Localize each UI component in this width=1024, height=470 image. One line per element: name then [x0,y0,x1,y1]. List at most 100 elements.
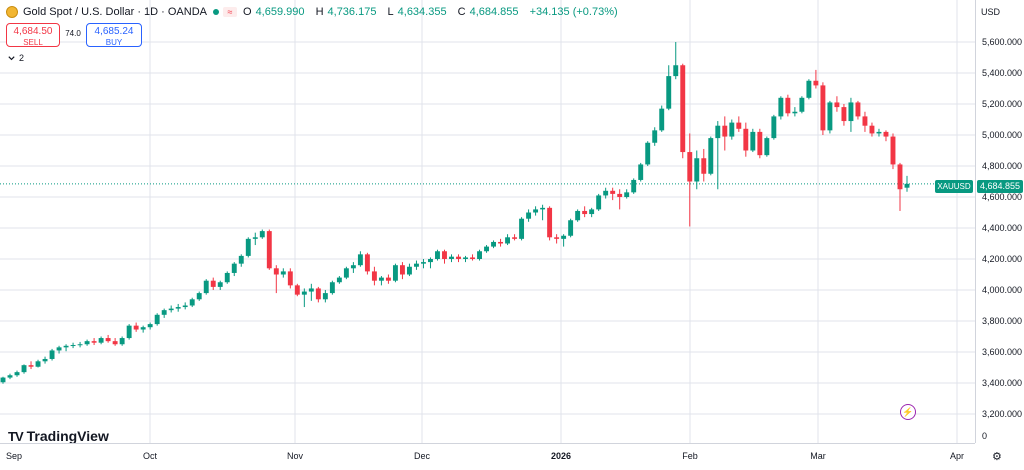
candle-body-up [421,262,426,264]
candle-body-down [294,285,300,295]
candle-body-down [610,190,616,194]
candle-body-up [322,293,328,300]
candle [112,338,118,346]
chart-area[interactable]: Gold Spot / U.S. Dollar · 1D · OANDA ≈ O… [0,0,975,443]
price-label: 4,200.000 [982,254,1023,264]
sell-button[interactable]: 4,684.50 SELL [6,23,60,47]
candle [343,266,349,280]
candle-body-down [820,85,826,131]
candle-body-up [350,265,356,269]
candle-body-down [883,131,889,137]
price-label: 5,200.000 [982,99,1023,109]
candle [652,127,658,146]
lightning-icon[interactable]: ⚡ [900,404,916,420]
indicators-toggle[interactable]: 2 [7,53,24,63]
candle [140,325,146,333]
time-label: Feb [682,451,698,461]
candle [399,262,405,280]
candle [743,122,749,157]
candle-body-up [568,220,574,236]
candle-body-up [42,358,48,362]
candle-body-up [175,307,181,309]
candle [855,100,861,120]
currency-label[interactable]: USD [981,7,1001,17]
candle-body-up [827,102,833,131]
candle [280,268,286,278]
candle-body-down [757,131,763,156]
candle [35,359,41,368]
candle-body-up [224,272,230,283]
candle-body-down [862,116,868,126]
tradingview-logo[interactable]: TV TradingView [8,428,109,443]
candle [161,308,167,318]
buy-price: 4,685.24 [94,26,134,37]
candle [813,69,819,89]
time-label: Apr [949,451,965,461]
candle-body-up [56,347,62,351]
candle-body-down [273,268,279,275]
candle [63,344,69,352]
candle-body-up [764,138,770,156]
candle [147,322,153,330]
candle-body-up [659,108,665,131]
candle-body-up [484,246,489,252]
candle-body-up [70,345,76,347]
candle-body-up [63,345,69,348]
candle-body-down [133,325,139,330]
candle-body-down [722,125,728,137]
candle-body-up [428,259,433,263]
candle [673,42,679,80]
candle [470,254,475,261]
candle-body-down [442,251,447,259]
candle-body-up [406,266,412,275]
candle [680,63,686,159]
candle [498,238,504,247]
candle-body-up [252,237,258,239]
candle-body-up [119,338,125,345]
candle [435,249,440,261]
price-change: +34.135 (+0.73%) [529,6,618,18]
candle-body-down [834,102,840,108]
gold-coin-icon[interactable] [6,6,18,18]
candle [820,82,826,135]
price-label: 5,000.000 [982,130,1023,140]
candle-body-down [512,237,518,239]
candlestick-chart[interactable] [0,0,975,443]
candle [252,232,258,246]
candle [519,217,525,241]
candle-body-up [301,291,307,295]
candle [638,162,644,182]
candle [231,262,237,277]
symbol-title[interactable]: Gold Spot / U.S. Dollar · 1D · OANDA [23,6,207,18]
market-status-dot[interactable] [213,9,219,15]
candle-body-up [126,325,132,339]
sell-label: SELL [23,38,43,47]
candle-body-down [385,277,391,281]
wave-icon[interactable]: ≈ [223,7,237,17]
gear-icon[interactable]: ⚙ [992,451,1002,463]
candle [869,122,875,137]
buy-button[interactable]: 4,685.24 BUY [86,23,142,47]
candle-body-down [371,271,377,281]
candle [126,324,132,340]
time-axis[interactable]: Sep Oct Nov Dec 2026 Feb Mar Apr ⚙ [0,443,1002,470]
candle-body-up [154,314,160,325]
candle [273,265,279,294]
candle [7,373,13,380]
candle-body-down [687,152,693,182]
candle-body-up [343,268,349,278]
candle-body-up [708,138,714,174]
candle-body-up [540,207,546,210]
last-price-tag: 4,684.855 [977,180,1023,193]
candle-body-up [491,241,496,247]
price-label: 5,600.000 [982,37,1023,47]
candle [729,119,735,140]
symbol-tag: XAUUSD [935,180,973,193]
time-label: Oct [142,451,158,461]
candle-body-down [841,107,847,122]
candle [834,96,840,112]
candle-body-up [14,372,20,376]
candle [266,229,272,270]
price-axis[interactable]: USD 5,600.000 5,400.000 5,200.000 5,000.… [975,0,1024,443]
candle [392,263,398,283]
